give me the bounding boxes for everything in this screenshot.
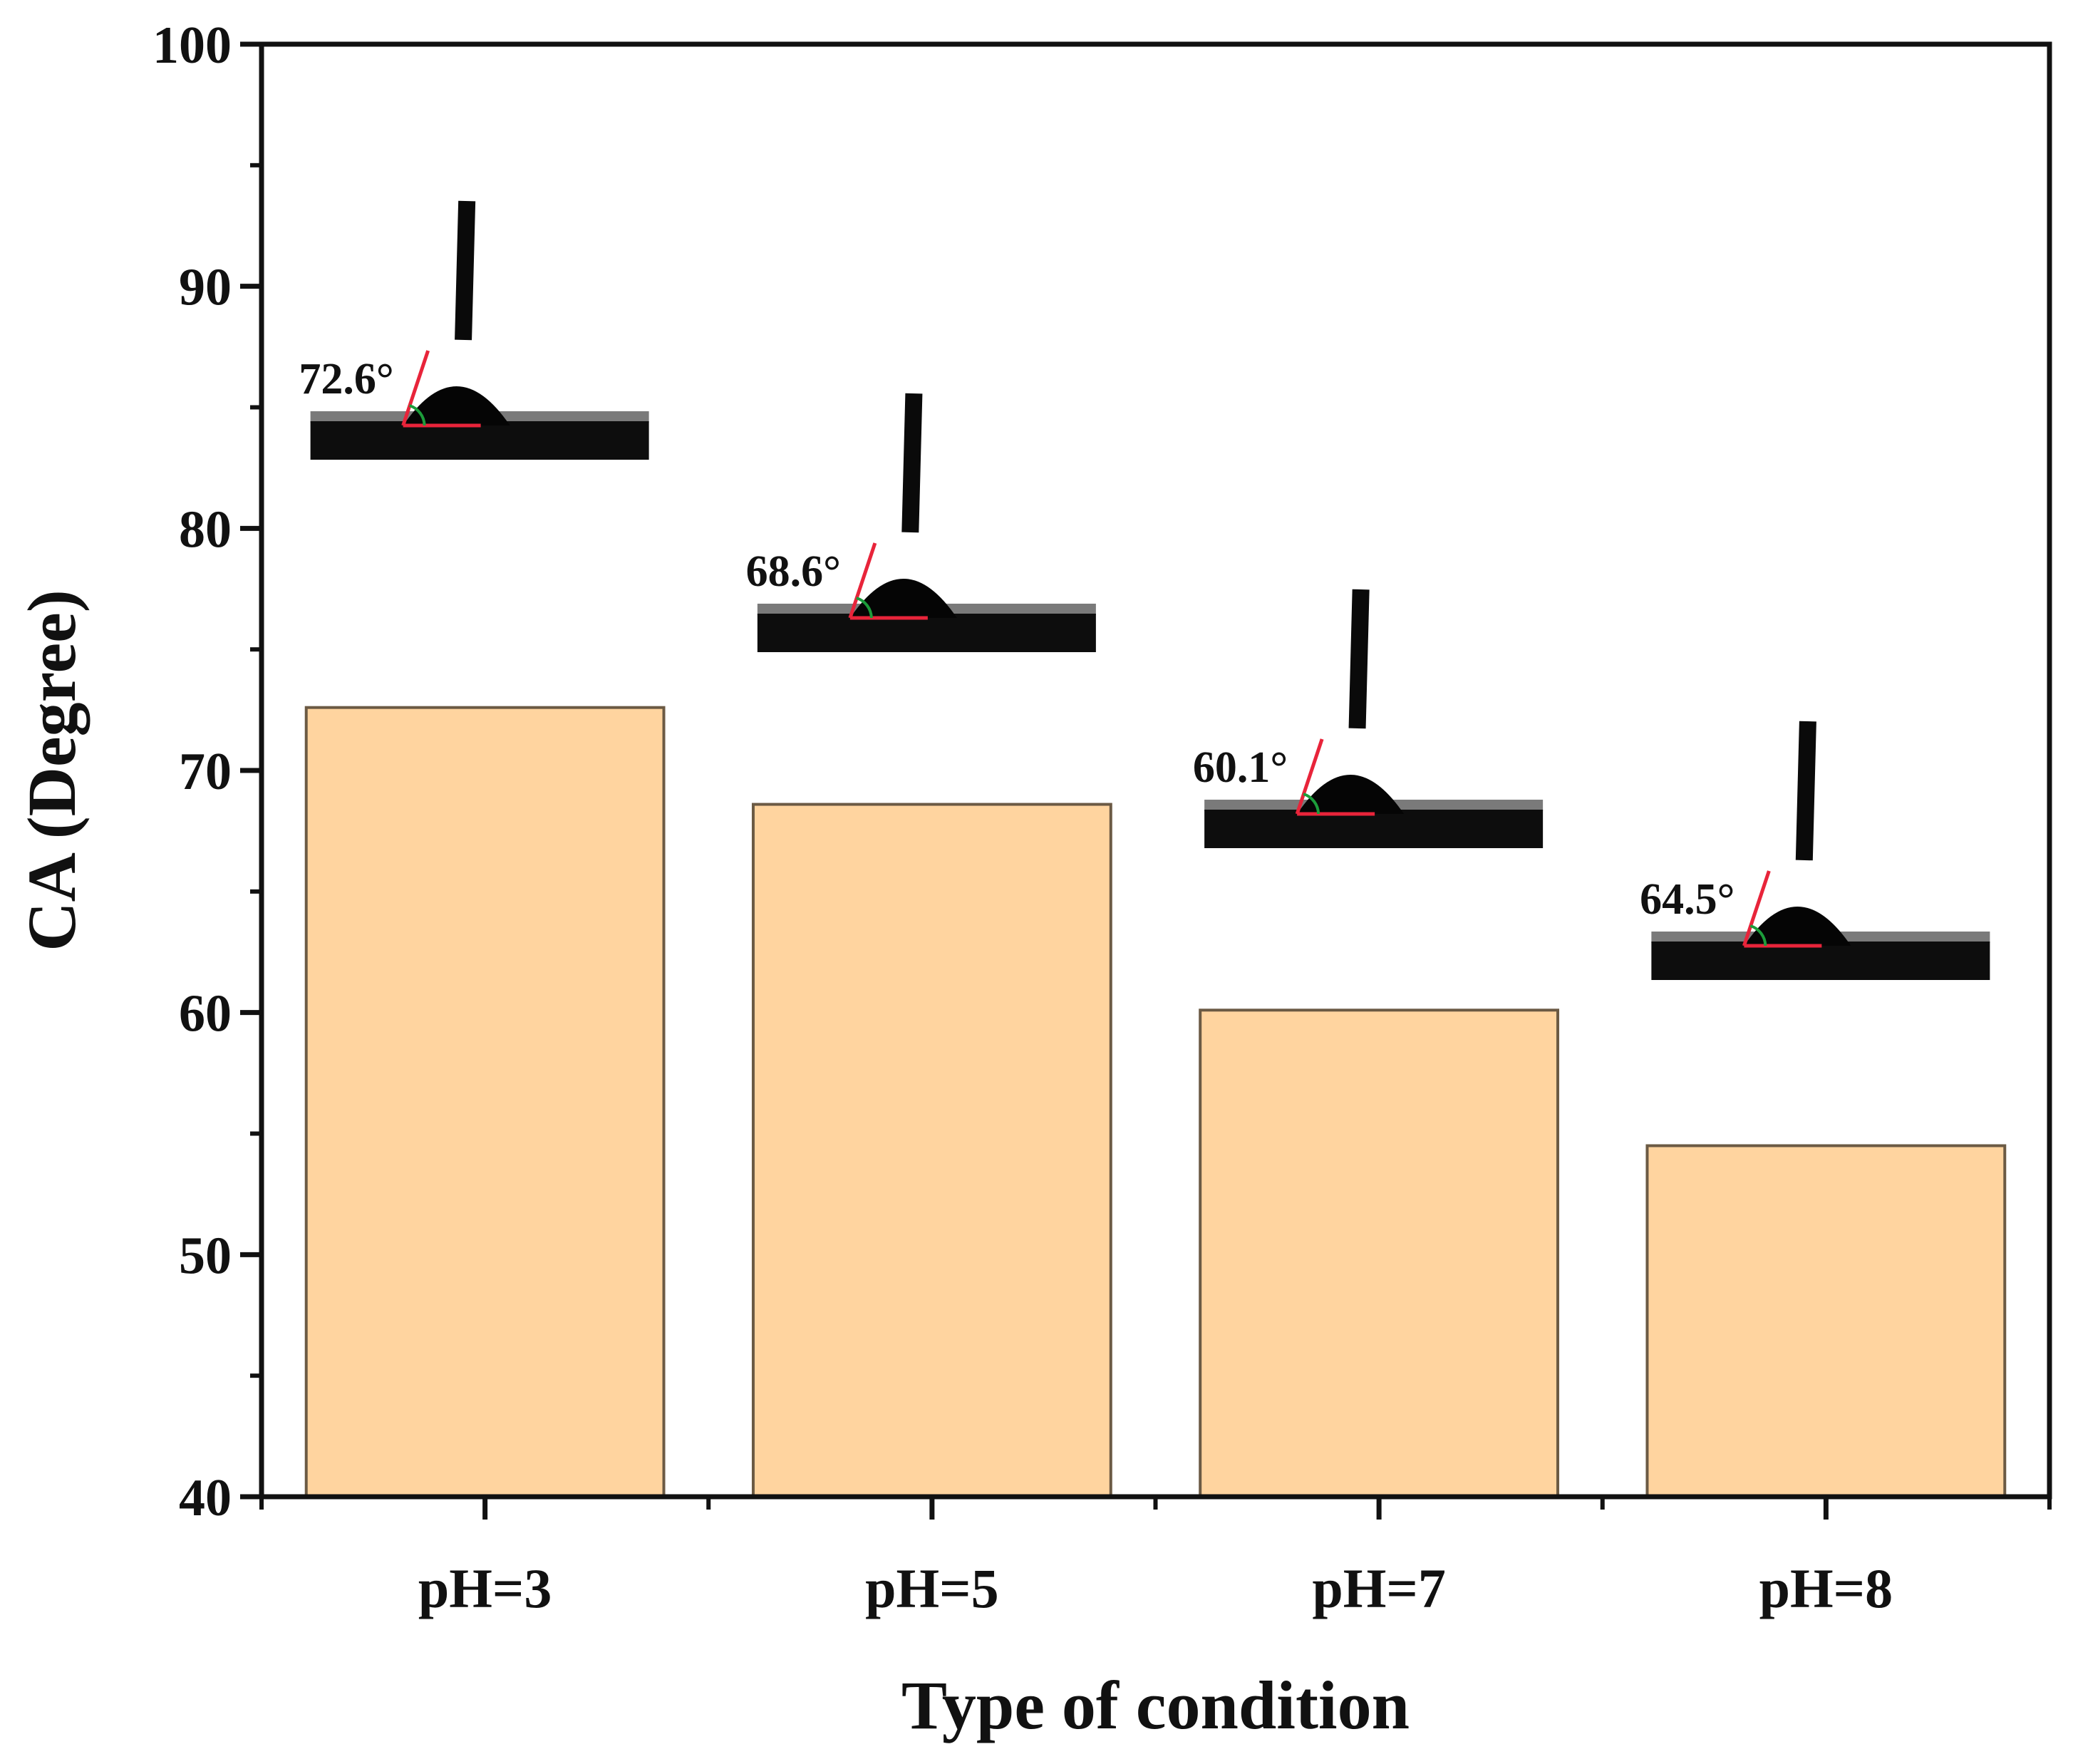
droplet-insets: 72.6° 68.6° 60.1° 64.5°	[299, 200, 1990, 980]
angle-arc	[1749, 924, 1767, 947]
substrate	[1204, 810, 1544, 848]
angle-arc	[408, 404, 426, 426]
y-tick-label: 100	[152, 16, 232, 75]
y-tick-label: 40	[179, 1469, 232, 1527]
bar-ph3	[304, 706, 666, 1498]
y-axis: 40 50 60 70 80 90 100	[152, 16, 262, 1527]
needle	[1348, 589, 1370, 729]
droplet	[1744, 907, 1851, 946]
x-tick-label: pH=5	[865, 1557, 999, 1619]
bar-ph8	[1645, 1144, 2007, 1498]
y-tick-label: 60	[179, 985, 232, 1043]
needle	[455, 200, 476, 341]
contact-angle-label: 68.6°	[746, 547, 841, 596]
droplet-inset-ph3: 72.6°	[299, 200, 649, 460]
x-tick-label: pH=3	[418, 1557, 552, 1619]
substrate	[1651, 942, 1990, 980]
x-tick-label: pH=7	[1312, 1557, 1446, 1619]
droplet-inset-ph8: 64.5°	[1640, 721, 1990, 980]
substrate	[757, 614, 1096, 652]
x-axis-title: Type of condition	[901, 1667, 1410, 1743]
angle-arc	[1303, 793, 1320, 815]
y-tick-label: 90	[179, 259, 232, 317]
y-tick-label: 80	[179, 500, 232, 559]
y-tick-label: 50	[179, 1227, 232, 1285]
droplet	[849, 579, 957, 618]
y-axis-title: CA (Degree)	[14, 589, 90, 951]
contact-angle-label: 72.6°	[299, 355, 393, 403]
contact-angle-label: 60.1°	[1193, 743, 1288, 792]
tangent-line	[1295, 738, 1324, 815]
y-tick-label: 70	[179, 743, 232, 801]
needle	[901, 393, 923, 533]
droplet-inset-ph5: 68.6°	[746, 393, 1096, 652]
contact-angle-label: 64.5°	[1640, 875, 1735, 924]
bar-ph7	[1199, 1009, 1560, 1498]
tangent-line	[401, 350, 430, 426]
droplet-inset-ph7: 60.1°	[1193, 589, 1544, 848]
tangent-line	[1742, 870, 1771, 947]
x-axis: pH=3 pH=5 pH=7 pH=8	[259, 1497, 2052, 1619]
droplet	[403, 386, 510, 425]
droplet	[1297, 775, 1405, 814]
needle	[1795, 721, 1816, 861]
tangent-line	[848, 542, 877, 619]
x-tick-label: pH=8	[1759, 1557, 1893, 1619]
substrate	[310, 421, 649, 460]
angle-arc	[856, 597, 873, 619]
bars-layer	[304, 706, 2007, 1498]
bar-ph5	[751, 803, 1112, 1498]
